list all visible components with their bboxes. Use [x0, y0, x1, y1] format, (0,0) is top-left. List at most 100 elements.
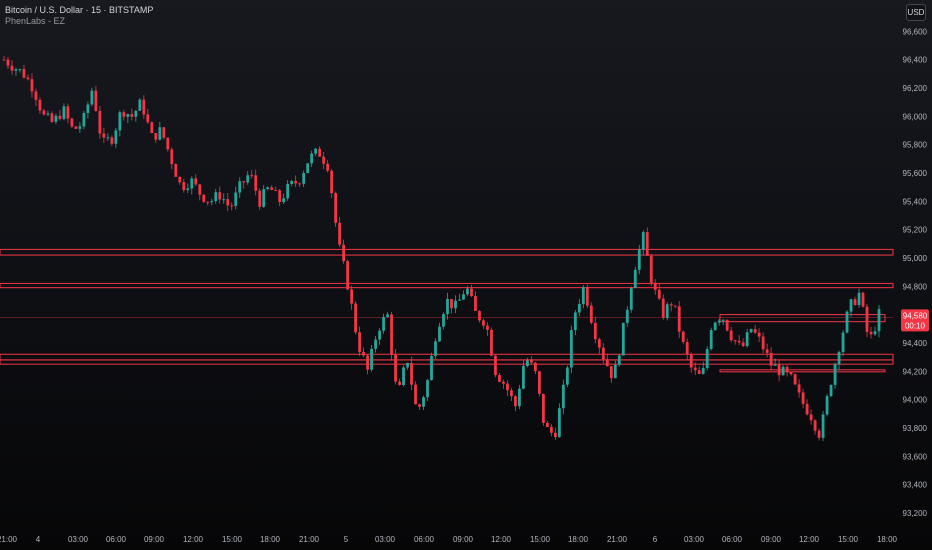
- candle-body: [166, 137, 170, 150]
- candle-body: [26, 77, 30, 80]
- candle-body: [222, 199, 226, 201]
- x-tick-label: 06:00: [106, 535, 127, 544]
- candle-body: [442, 314, 445, 327]
- x-tick-label: 06:00: [414, 535, 435, 544]
- y-tick-label: 95,200: [903, 226, 928, 235]
- candle-body: [2, 59, 6, 61]
- candle-body: [781, 366, 785, 376]
- candle-body: [649, 255, 653, 283]
- candle-body: [178, 176, 182, 183]
- candle-body: [18, 69, 22, 71]
- candle-body: [350, 289, 354, 304]
- candle-body: [54, 115, 58, 122]
- candle-body: [10, 65, 14, 71]
- candle-body: [681, 331, 685, 343]
- candle-body: [270, 187, 274, 190]
- candle-body: [150, 122, 154, 134]
- candle-body: [146, 114, 150, 123]
- candle-body: [98, 110, 102, 134]
- candle-body: [430, 355, 433, 381]
- y-tick-label: 96,000: [903, 112, 928, 121]
- candle-body: [134, 110, 138, 117]
- candle-body: [601, 347, 605, 360]
- candle-body: [817, 430, 821, 438]
- candle-body: [753, 329, 757, 333]
- candle-body: [637, 249, 641, 270]
- candle-body: [502, 381, 505, 384]
- candle-body: [394, 354, 397, 382]
- candle-body: [426, 380, 429, 398]
- candle-body: [813, 420, 817, 431]
- candle-body: [322, 156, 326, 164]
- candle-body: [581, 287, 585, 305]
- candle-body: [258, 190, 262, 207]
- candle-body: [370, 348, 373, 370]
- x-tick-label: 4: [36, 535, 41, 544]
- candle-body: [6, 59, 10, 66]
- candle-body: [633, 269, 637, 289]
- candle-body: [34, 91, 38, 100]
- candle-body: [186, 188, 190, 191]
- candle-body: [613, 364, 617, 379]
- candle-body: [729, 330, 733, 341]
- candle-body: [330, 170, 334, 194]
- y-tick-label: 95,000: [903, 254, 928, 263]
- candle-body: [837, 351, 841, 365]
- y-tick-label: 93,600: [903, 452, 928, 461]
- candle-body: [402, 367, 405, 386]
- candle-body: [585, 287, 589, 306]
- candle-body: [733, 340, 737, 342]
- x-tick-label: 09:00: [761, 535, 782, 544]
- currency-button[interactable]: USD: [906, 4, 926, 21]
- candle-body: [861, 292, 865, 307]
- y-tick-label: 95,800: [903, 141, 928, 150]
- candle-body: [210, 201, 214, 203]
- candle-body: [30, 79, 34, 92]
- candle-body: [486, 325, 489, 330]
- candle-body: [314, 148, 318, 154]
- candle-body: [122, 112, 126, 117]
- candle-body: [182, 182, 186, 191]
- candle-body: [533, 362, 537, 372]
- chart-header: Bitcoin / U.S. Dollar · 15 · BITSTAMP Ph…: [5, 5, 153, 27]
- candle-body: [242, 181, 246, 183]
- candle-body: [386, 314, 389, 318]
- candle-body: [58, 115, 62, 119]
- indicator-name[interactable]: PhenLabs - EZ: [5, 16, 66, 26]
- candle-body: [294, 181, 298, 184]
- x-tick-label: 18:00: [260, 535, 281, 544]
- candle-body: [354, 303, 357, 333]
- candle-body: [629, 288, 633, 310]
- candle-body: [669, 304, 673, 306]
- candle-body: [833, 364, 837, 385]
- x-tick-label: 03:00: [68, 535, 89, 544]
- candle-body: [621, 322, 625, 356]
- candle-body: [358, 332, 361, 353]
- candle-body: [226, 199, 230, 206]
- candle-body: [466, 288, 469, 295]
- candle-body: [737, 340, 741, 343]
- candle-body: [274, 189, 278, 191]
- candle-body: [557, 408, 561, 438]
- candle-body: [478, 310, 481, 321]
- candle-body: [494, 355, 497, 376]
- candle-body: [378, 330, 381, 340]
- candle-body: [434, 341, 437, 356]
- candle-body: [482, 320, 485, 326]
- candle-body: [110, 137, 114, 144]
- candle-body: [162, 127, 166, 138]
- y-tick-label: 96,400: [903, 56, 928, 65]
- symbol-title[interactable]: Bitcoin / U.S. Dollar · 15 · BITSTAMP: [5, 5, 154, 15]
- candle-body: [709, 330, 713, 349]
- candle-body: [689, 354, 693, 368]
- last-price-tag: [901, 309, 929, 332]
- x-tick-label: 12:00: [799, 535, 820, 544]
- x-tick-label: 21:00: [607, 535, 628, 544]
- candle-body: [318, 148, 322, 157]
- candle-body: [474, 296, 477, 311]
- y-tick-label: 95,600: [903, 169, 928, 178]
- candle-body: [821, 414, 825, 438]
- candle-body: [346, 261, 350, 290]
- candle-body: [693, 367, 697, 371]
